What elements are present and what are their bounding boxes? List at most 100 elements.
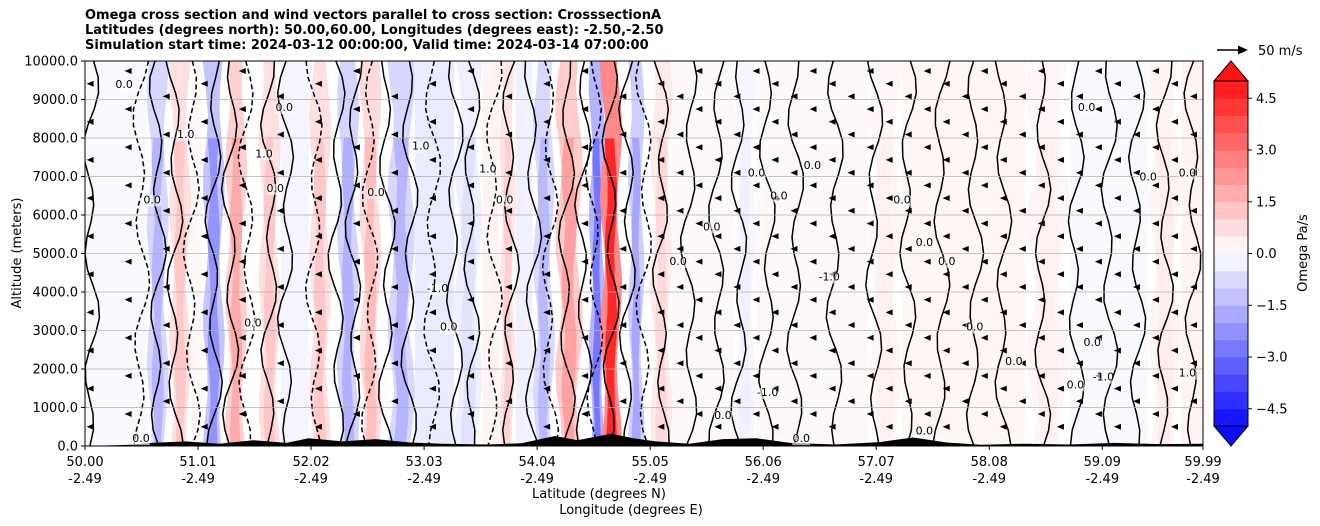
wind-vector — [1037, 68, 1045, 74]
wind-vector — [429, 385, 436, 392]
wind-vector — [1190, 207, 1197, 214]
wind-vector — [1171, 423, 1178, 430]
wind-vector — [391, 322, 398, 329]
colorbar-segment — [1214, 236, 1248, 254]
contour-label: 0.0 — [1139, 170, 1157, 183]
x-tick-label-lon: -2.49 — [1085, 472, 1119, 487]
contour-label: 0.0 — [367, 186, 385, 199]
wind-vector — [695, 334, 703, 341]
wind-vector — [942, 309, 950, 316]
wind-vector — [1113, 156, 1121, 163]
wind-vector — [124, 372, 132, 379]
wind-vector — [771, 118, 779, 125]
contour-label-bg — [702, 222, 721, 234]
colorbar-segment — [1214, 219, 1248, 237]
contour-label-bg — [1004, 357, 1023, 369]
wind-vector — [1133, 131, 1140, 138]
wind-vector — [999, 347, 1007, 354]
wind-vector — [391, 360, 398, 367]
contour-label: 0.0 — [703, 220, 721, 233]
contour-label: 0.0 — [132, 432, 150, 445]
contour-line — [132, 61, 151, 446]
wind-vector — [809, 334, 817, 341]
contour-line — [182, 61, 201, 446]
wind-vector — [124, 220, 132, 227]
wind-vector — [1171, 271, 1178, 278]
wind-vector — [1133, 245, 1140, 252]
wind-vector — [238, 258, 246, 265]
wind-vector — [752, 411, 760, 417]
wind-vector — [961, 169, 969, 176]
wind-vector — [1133, 360, 1140, 367]
x-tick-label-lon: -2.49 — [746, 472, 780, 487]
contour-label-bg — [792, 434, 811, 446]
wind-vector — [276, 131, 284, 138]
wind-vector — [866, 258, 874, 265]
wind-vector — [904, 131, 912, 138]
terrain — [85, 433, 1203, 446]
wind-vector — [1152, 296, 1159, 303]
wind-vector — [352, 258, 360, 265]
title-line-1: Omega cross section and wind vectors par… — [85, 8, 662, 23]
wind-vector — [1190, 360, 1197, 367]
wind-vector — [1037, 144, 1045, 151]
wind-vector — [86, 271, 94, 278]
wind-vector — [124, 411, 132, 417]
wind-vector — [714, 271, 722, 278]
wind-vector — [1094, 258, 1102, 265]
wind-vector — [904, 284, 912, 290]
wind-vector — [543, 195, 551, 202]
wind-vector — [429, 271, 436, 278]
wind-vector — [1094, 68, 1102, 74]
wind-vector — [771, 309, 779, 316]
contour-label: 0.0 — [244, 317, 262, 330]
contour-label-bg — [266, 183, 285, 195]
wind-vector — [1190, 398, 1197, 405]
wind-vector — [695, 258, 703, 265]
wind-vector — [904, 398, 912, 405]
wind-vector — [676, 207, 684, 214]
wind-vector — [581, 144, 589, 151]
wind-vector — [942, 195, 950, 202]
wind-vector — [429, 156, 436, 163]
wind-vector — [505, 398, 513, 405]
wind-vector — [581, 411, 589, 417]
contour-label-bg — [255, 149, 274, 161]
wind-vector — [885, 309, 893, 316]
wind-vector — [657, 309, 665, 316]
colorbar-segment — [1214, 81, 1248, 99]
wind-vector — [999, 118, 1007, 125]
wind-vector — [695, 106, 703, 113]
contour-label: 1.0 — [479, 163, 497, 176]
wind-vector — [1075, 131, 1083, 138]
x-tick-label-lat: 59.09 — [1084, 455, 1121, 470]
contour-label-bg — [495, 195, 514, 207]
wind-vector — [676, 398, 684, 405]
wind-vector — [1152, 220, 1159, 227]
colorbar-segment — [1214, 374, 1248, 392]
wind-vector — [961, 398, 969, 405]
wind-vector — [391, 169, 398, 176]
wind-vector — [904, 207, 912, 214]
wind-vector — [429, 347, 436, 354]
wind-vector — [1152, 411, 1159, 417]
y-tick-label: 0.0 — [57, 440, 78, 455]
wind-vector — [619, 169, 627, 176]
wind-vector — [828, 423, 836, 430]
wind-vector — [276, 245, 284, 252]
wind-vector — [885, 423, 893, 430]
wind-vector — [866, 68, 874, 74]
wind-vector — [314, 271, 322, 278]
wind-vector — [1152, 68, 1159, 74]
wind-vector — [961, 360, 969, 367]
x-tick-label-lat: 54.04 — [519, 455, 556, 470]
wind-vector — [1056, 233, 1064, 240]
wind-vector — [543, 233, 551, 240]
title-line-3: Simulation start time: 2024-03-12 00:00:… — [85, 38, 649, 53]
x-tick-label-lon: -2.49 — [1186, 472, 1220, 487]
wind-vector — [714, 423, 722, 430]
wind-vector — [714, 347, 722, 354]
wind-vector — [162, 169, 170, 176]
wind-vector — [980, 411, 988, 417]
